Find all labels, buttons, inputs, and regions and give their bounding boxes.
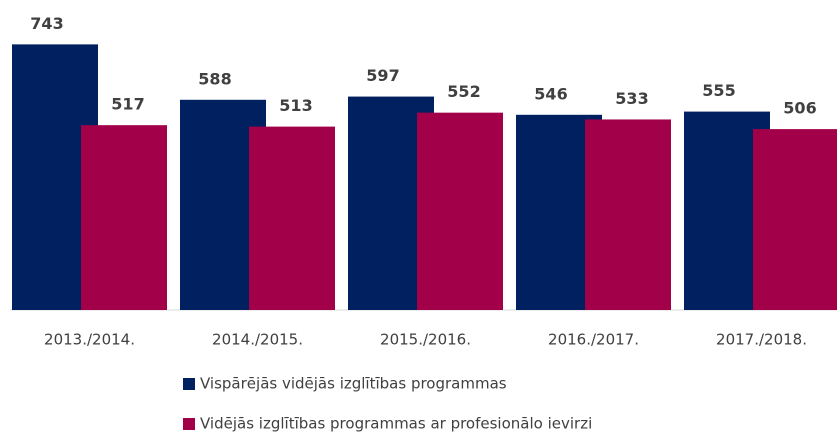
x-tick-label: 2013./2014. [44,331,135,349]
legend-label: Vidējās izglītības programmas ar profesi… [200,415,592,433]
x-tick-label: 2015./2016. [380,331,471,349]
value-label: 546 [534,84,567,103]
legend-swatch [183,378,195,390]
bar [585,119,671,310]
x-tick-label: 2017./2018. [716,331,807,349]
value-label: 743 [30,14,63,33]
value-label: 597 [366,66,399,85]
value-label: 513 [279,96,312,115]
bar [81,125,167,310]
legend-label: Vispārējās vidējās izglītības programmas [200,375,507,393]
legend-swatch [183,418,195,430]
value-label: 517 [111,95,144,114]
bar [417,112,503,310]
value-label: 555 [702,81,735,100]
bar [753,129,837,310]
value-label: 533 [615,89,648,108]
bar [249,126,335,310]
value-label: 506 [783,99,816,118]
value-label: 552 [447,82,480,101]
value-label: 588 [198,69,231,88]
x-tick-label: 2014./2015. [212,331,303,349]
x-tick-label: 2016./2017. [548,331,639,349]
